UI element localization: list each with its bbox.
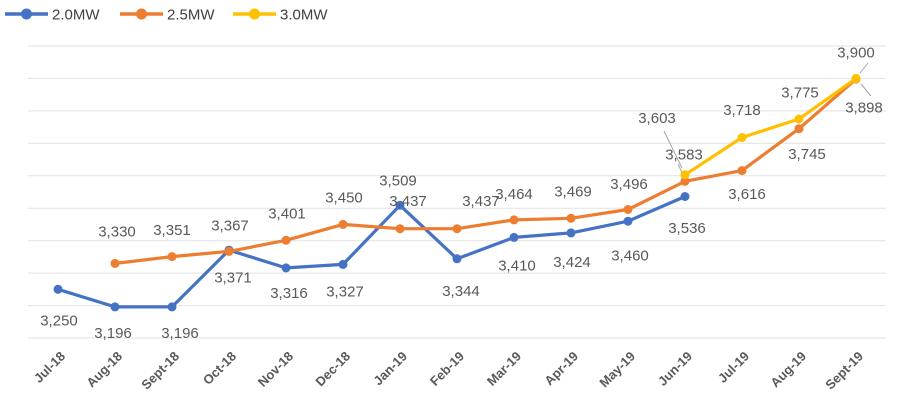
data-point-2-5mw (110, 258, 120, 268)
legend-label: 2.5MW (167, 7, 215, 24)
data-point-2-5mw (167, 252, 177, 262)
data-point-3-0mw (851, 73, 861, 83)
data-label-2-5mw: 3,401 (268, 206, 306, 223)
data-point-2-0mw (395, 200, 405, 210)
data-label-2-5mw: 3,469 (554, 184, 592, 201)
data-label-2-0mw: 3,509 (379, 173, 417, 190)
x-axis-label: Feb-19 (427, 349, 467, 389)
data-label-2-0mw: 3,196 (161, 325, 199, 342)
data-point-2-0mw (566, 228, 576, 238)
x-axis-label: Aug-19 (767, 349, 809, 391)
data-point-2-5mw (452, 224, 462, 234)
data-label-2-5mw: 3,616 (728, 186, 766, 203)
legend-marker-icon (21, 8, 32, 20)
x-axis-label: Sept-19 (822, 349, 866, 393)
data-label-2-5mw: 3,367 (211, 218, 249, 235)
series-line-3-0mw (683, 76, 858, 177)
data-label-2-5mw: 3,437 (389, 193, 427, 210)
x-axis-label: Jun-19 (655, 349, 695, 389)
data-label-2-0mw: 3,250 (40, 313, 78, 330)
x-axis-label: Apr-19 (541, 349, 581, 389)
series-line-2-5mw (113, 77, 858, 265)
data-label-2-0mw: 3,196 (94, 325, 132, 342)
x-axis-label: Dec-18 (312, 349, 353, 390)
data-point-2-5mw (509, 215, 519, 225)
data-label-2-0mw: 3,460 (611, 247, 649, 264)
legend-marker-icon (136, 8, 147, 20)
data-point-3-0mw (794, 114, 804, 124)
x-axis-label: Jul-18 (31, 349, 68, 386)
x-axis-label: Oct-18 (200, 349, 239, 388)
data-labels-2-0mw: 3,250 3,196 3,196 3,371 3,316 3,327 3,509 3,344… (40, 173, 706, 343)
data-label-2-0mw: 3,344 (442, 283, 480, 300)
data-label-2-0mw: 3,410 (498, 258, 536, 275)
data-labels-3-0mw: 3,603 3,718 3,775 3,900 (638, 45, 875, 127)
series-line-2-0mw (56, 194, 687, 309)
x-axis-label: Mar-19 (484, 349, 524, 389)
data-label-2-5mw: 3,330 (98, 224, 136, 241)
legend-label: 2.0MW (52, 7, 100, 24)
data-label-2-5mw: 3,496 (610, 176, 648, 193)
leader-line (663, 130, 683, 169)
data-label-3-0mw: 3,775 (781, 84, 819, 101)
data-point-2-5mw (680, 176, 690, 186)
data-point-2-5mw (737, 166, 747, 176)
data-label-2-5mw: 3,583 (665, 147, 703, 164)
data-label-3-0mw: 3,718 (723, 102, 761, 119)
data-point-2-5mw (794, 124, 804, 134)
data-point-2-5mw (281, 235, 291, 245)
series-2-0mw (53, 192, 690, 312)
data-point-2-0mw (509, 232, 519, 242)
x-axis-labels: Jul-18 Aug-18 Sept-18 Oct-18 Nov-18 Dec-18 Jan… (31, 349, 866, 393)
legend-item-2-0mw: 2.0MW (5, 7, 100, 24)
legend-item-3-0mw: 3.0MW (233, 7, 328, 24)
x-axis-label: Jan-19 (370, 349, 410, 389)
data-label-2-0mw: 3,316 (270, 285, 308, 302)
data-point-2-5mw (338, 219, 348, 229)
data-label-3-0mw: 3,603 (638, 110, 676, 127)
data-label-2-5mw: 3,745 (788, 146, 826, 163)
data-point-2-5mw (566, 213, 576, 223)
x-axis-label: Aug-18 (83, 349, 125, 391)
data-label-2-5mw: 3,351 (153, 222, 191, 239)
data-label-2-5mw: 3,450 (325, 190, 363, 207)
data-point-2-0mw (623, 216, 633, 226)
legend-marker-icon (249, 8, 260, 20)
data-label-2-0mw: 3,424 (553, 254, 591, 271)
data-point-2-0mw (452, 254, 462, 264)
data-point-2-0mw (167, 302, 177, 312)
data-label-2-5mw: 3,898 (845, 99, 883, 116)
data-point-2-0mw (281, 263, 291, 273)
series-3-0mw (680, 73, 861, 180)
data-point-2-0mw (338, 259, 348, 269)
x-axis-label: May-19 (596, 349, 638, 391)
x-axis-label: Jul-19 (715, 349, 752, 386)
legend: 2.0MW 2.5MW 3.0MW (5, 7, 328, 24)
data-point-2-0mw (110, 302, 120, 312)
data-label-2-5mw: 3,464 (495, 186, 533, 203)
data-point-2-5mw (623, 205, 633, 214)
x-axis-label: Sept-18 (138, 349, 182, 393)
data-point-2-0mw (680, 192, 690, 201)
data-label-3-0mw: 3,900 (837, 45, 875, 62)
leader-line (859, 62, 869, 74)
legend-item-2-5mw: 2.5MW (120, 7, 215, 24)
data-point-2-5mw (395, 224, 405, 234)
data-point-3-0mw (680, 170, 690, 180)
x-axis-label: Nov-18 (255, 349, 296, 390)
data-label-2-5mw: 3,437 (462, 193, 500, 210)
data-label-2-0mw: 3,327 (326, 284, 364, 301)
data-point-3-0mw (737, 133, 747, 142)
data-point-2-0mw (53, 284, 63, 294)
data-label-2-0mw: 3,536 (668, 220, 706, 237)
data-point-2-5mw (224, 246, 234, 256)
series-2-5mw (110, 74, 861, 268)
leader-line (860, 83, 872, 97)
legend-label: 3.0MW (280, 7, 328, 24)
data-label-2-0mw: 3,371 (214, 269, 252, 286)
